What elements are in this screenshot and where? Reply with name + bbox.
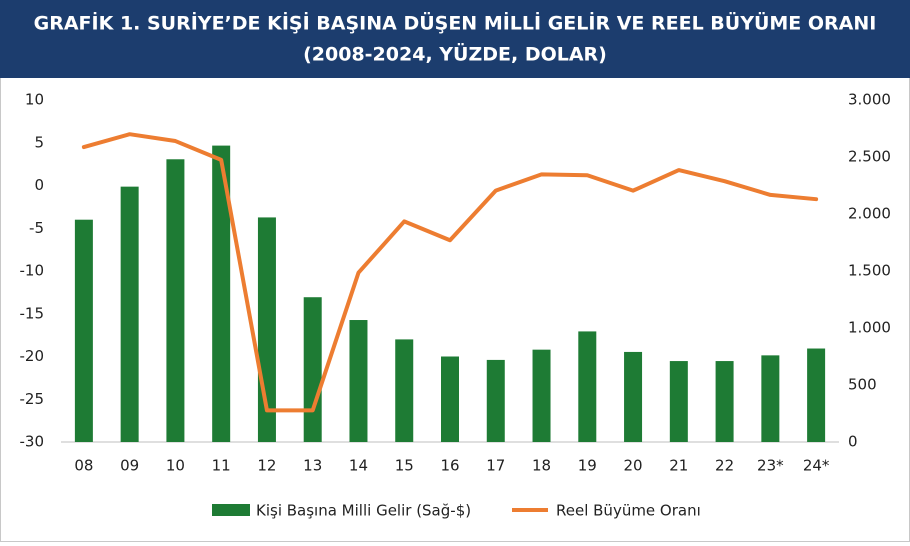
x-tick-label: 12 — [257, 457, 276, 475]
bar — [624, 351, 643, 442]
x-tick-label: 08 — [74, 457, 93, 475]
x-tick-label: 14 — [349, 457, 368, 475]
bar — [395, 339, 414, 442]
y2-tick-label: 500 — [848, 376, 877, 394]
bar — [349, 320, 368, 442]
x-tick-label: 24* — [803, 457, 830, 475]
y2-tick-label: 2.500 — [848, 148, 891, 166]
bar — [120, 186, 139, 442]
legend-swatch — [212, 504, 250, 516]
x-tick-label: 11 — [212, 457, 231, 475]
x-tick-label: 09 — [120, 457, 139, 475]
bar — [761, 355, 780, 442]
y-tick-label: -5 — [29, 219, 44, 237]
x-tick-label: 21 — [669, 457, 688, 475]
y-tick-label: -30 — [20, 433, 45, 451]
bar — [532, 349, 551, 442]
y-tick-label: -10 — [20, 262, 45, 280]
x-tick-label: 16 — [440, 457, 459, 475]
y-tick-label: 5 — [34, 133, 44, 151]
y-tick-label: -15 — [20, 304, 45, 322]
x-tick-label: 15 — [395, 457, 414, 475]
y2-tick-label: 3.000 — [848, 91, 891, 109]
x-tick-label: 19 — [578, 457, 597, 475]
y2-tick-label: 1.500 — [848, 262, 891, 280]
legend-label: Kişi Başına Milli Gelir (Sağ-$) — [256, 502, 471, 520]
y-tick-label: -25 — [20, 390, 45, 408]
legend-label: Reel Büyüme Oranı — [556, 502, 701, 520]
y2-tick-label: 0 — [848, 433, 858, 451]
bar — [578, 331, 597, 442]
chart-title: GRAFİK 1. SURİYE’DE KİŞİ BAŞINA DÜŞEN Mİ… — [34, 11, 877, 35]
y2-tick-label: 2.000 — [848, 205, 891, 223]
bar — [212, 145, 231, 442]
bar — [486, 359, 505, 442]
x-tick-label: 13 — [303, 457, 322, 475]
y-tick-label: 10 — [25, 91, 44, 109]
x-tick-label: 10 — [166, 457, 185, 475]
chart-subtitle: (2008-2024, YÜZDE, DOLAR) — [303, 42, 607, 66]
x-tick-label: 20 — [624, 457, 643, 475]
y2-tick-label: 1.000 — [848, 319, 891, 337]
bar — [807, 348, 826, 442]
x-tick-label: 23* — [757, 457, 784, 475]
bar — [74, 219, 93, 442]
y-tick-label: 0 — [34, 176, 44, 194]
bar — [303, 297, 322, 442]
x-tick-label: 22 — [715, 457, 734, 475]
bar — [715, 361, 734, 442]
y-tick-label: -20 — [20, 347, 45, 365]
header — [0, 0, 910, 78]
line — [81, 132, 819, 413]
bar — [166, 159, 185, 442]
x-tick-label: 18 — [532, 457, 551, 475]
x-tick-label: 17 — [486, 457, 505, 475]
bar — [441, 356, 459, 442]
bar — [669, 361, 688, 442]
